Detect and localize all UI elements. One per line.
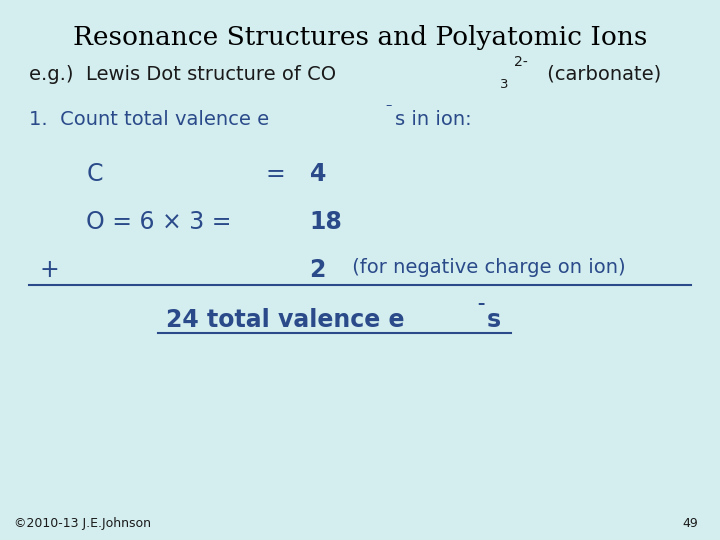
Text: 3: 3	[500, 78, 508, 91]
Text: s: s	[487, 308, 501, 332]
Text: 49: 49	[683, 517, 698, 530]
Text: =: =	[266, 162, 294, 186]
Text: (for negative charge on ion): (for negative charge on ion)	[346, 258, 625, 277]
Text: 24 total valence e: 24 total valence e	[166, 308, 404, 332]
Text: 1.  Count total valence e: 1. Count total valence e	[29, 110, 269, 129]
Text: Resonance Structures and Polyatomic Ions: Resonance Structures and Polyatomic Ions	[73, 25, 647, 50]
Text: +: +	[40, 258, 59, 282]
Text: –: –	[385, 99, 392, 112]
Text: (carbonate): (carbonate)	[541, 65, 662, 84]
Text: ©2010-13 J.E.Johnson: ©2010-13 J.E.Johnson	[14, 517, 151, 530]
Text: e.g.)  Lewis Dot structure of CO: e.g.) Lewis Dot structure of CO	[29, 65, 336, 84]
Text: 4: 4	[310, 162, 326, 186]
Text: 2-: 2-	[514, 55, 528, 69]
Text: 2: 2	[310, 258, 326, 282]
Text: O = 6 × 3 =: O = 6 × 3 =	[86, 210, 239, 234]
Text: C: C	[86, 162, 103, 186]
Text: –: –	[477, 296, 485, 311]
Text: 18: 18	[310, 210, 343, 234]
Text: s in ion:: s in ion:	[395, 110, 472, 129]
